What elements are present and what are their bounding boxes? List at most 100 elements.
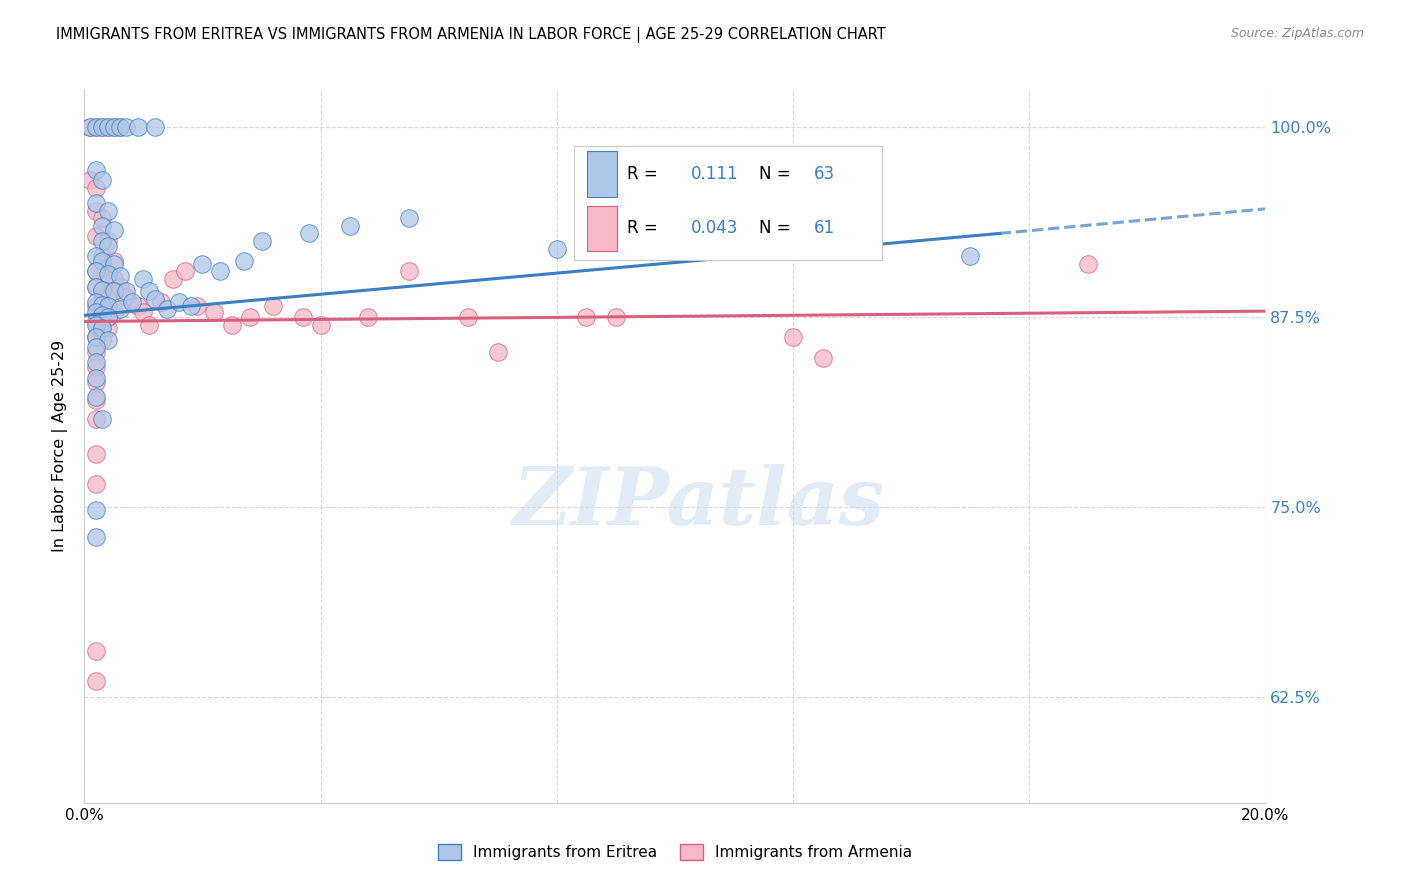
Point xyxy=(298,227,321,241)
Point xyxy=(575,310,598,324)
Point xyxy=(108,268,131,283)
Point xyxy=(156,302,179,317)
Point xyxy=(167,294,190,309)
Point xyxy=(91,173,114,187)
Point xyxy=(132,305,155,319)
Point xyxy=(127,120,149,135)
Point xyxy=(605,310,627,324)
Point xyxy=(84,120,107,135)
Point xyxy=(398,211,420,226)
Text: R =: R = xyxy=(627,219,658,237)
Point xyxy=(232,253,254,268)
Point xyxy=(97,238,120,252)
Point xyxy=(811,351,834,365)
Point xyxy=(150,294,173,309)
Text: N =: N = xyxy=(759,219,790,237)
Text: 61: 61 xyxy=(814,219,835,237)
Point xyxy=(357,310,380,324)
Point xyxy=(114,284,136,298)
Point xyxy=(91,211,114,226)
Point xyxy=(309,318,332,332)
Point xyxy=(91,268,114,282)
Point xyxy=(202,305,225,319)
Point xyxy=(84,674,107,689)
Point xyxy=(959,249,981,263)
Point xyxy=(84,264,107,278)
Point xyxy=(91,298,114,312)
Point xyxy=(138,284,160,298)
Point xyxy=(221,318,243,332)
Text: 63: 63 xyxy=(814,165,835,183)
Point xyxy=(84,340,107,354)
Point xyxy=(486,344,509,359)
Point xyxy=(91,120,114,135)
Point xyxy=(108,120,131,135)
Point xyxy=(108,302,131,317)
Point xyxy=(103,305,125,319)
Point xyxy=(84,329,107,343)
Point xyxy=(91,234,114,248)
Point xyxy=(91,219,114,233)
Point xyxy=(84,299,107,313)
Point xyxy=(97,268,120,282)
Point xyxy=(84,329,107,343)
Point xyxy=(84,502,107,516)
Point xyxy=(262,299,284,313)
Point xyxy=(84,370,107,384)
Point xyxy=(209,264,232,278)
Point xyxy=(108,279,131,293)
Point xyxy=(782,329,804,343)
Point xyxy=(84,314,107,328)
Point xyxy=(723,227,745,241)
Point xyxy=(91,411,114,425)
Point xyxy=(457,310,479,324)
Point xyxy=(84,120,107,135)
Point xyxy=(84,196,107,211)
Point xyxy=(97,120,120,135)
Point xyxy=(97,299,120,313)
Point xyxy=(103,284,125,298)
Text: ZIPatlas: ZIPatlas xyxy=(512,465,884,541)
Point xyxy=(1077,257,1099,271)
Point xyxy=(84,391,107,405)
Point xyxy=(339,219,361,233)
Point xyxy=(79,173,101,187)
Text: IMMIGRANTS FROM ERITREA VS IMMIGRANTS FROM ARMENIA IN LABOR FORCE | AGE 25-29 CO: IMMIGRANTS FROM ERITREA VS IMMIGRANTS FR… xyxy=(56,27,886,43)
Point xyxy=(79,120,101,135)
Text: 0.111: 0.111 xyxy=(692,165,738,183)
Point xyxy=(664,223,686,237)
Bar xyxy=(586,206,617,252)
Point xyxy=(103,272,125,286)
Point xyxy=(97,234,120,248)
Point xyxy=(84,264,107,278)
Point xyxy=(103,120,125,135)
Point xyxy=(91,253,114,268)
Point xyxy=(91,249,114,263)
Point xyxy=(173,264,195,278)
Y-axis label: In Labor Force | Age 25-29: In Labor Force | Age 25-29 xyxy=(52,340,69,552)
Point xyxy=(84,229,107,244)
Point xyxy=(84,318,107,332)
Point xyxy=(91,333,114,347)
Text: R =: R = xyxy=(627,165,658,183)
Point xyxy=(84,181,107,195)
Point xyxy=(91,284,114,298)
Point xyxy=(398,264,420,278)
Point xyxy=(84,359,107,374)
Point xyxy=(91,302,114,317)
Point xyxy=(84,376,107,390)
Point xyxy=(84,477,107,491)
Point xyxy=(79,120,101,135)
Point xyxy=(91,309,114,323)
Point xyxy=(97,203,120,218)
Point xyxy=(546,242,568,256)
Point xyxy=(97,310,120,324)
Point xyxy=(97,320,120,334)
Point xyxy=(103,120,125,135)
Point xyxy=(91,120,114,135)
Point xyxy=(291,310,314,324)
Point xyxy=(138,318,160,332)
Point xyxy=(127,299,149,313)
Point xyxy=(97,120,120,135)
Point xyxy=(97,333,120,347)
